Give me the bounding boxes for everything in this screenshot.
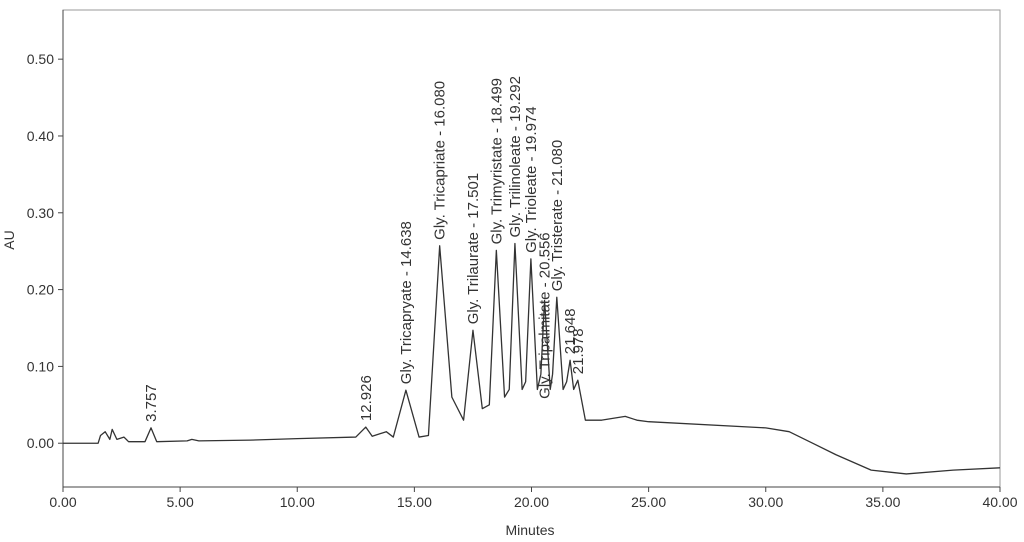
peak-label: Gly. Trioleate - 19.974 <box>523 106 540 252</box>
x-tick-label: 20.00 <box>514 494 549 510</box>
peak-label: Gly. Trilaurate - 17.501 <box>465 173 482 324</box>
chromatogram-line <box>63 242 1001 475</box>
peak-label: Gly. Trilinoleate - 19.292 <box>507 76 524 237</box>
peak-label: Gly. Tristerate - 21.080 <box>549 140 566 291</box>
peak-label: 21.978 <box>570 328 587 374</box>
y-tick-label: 0.50 <box>27 51 54 67</box>
y-tick-label: 0.30 <box>27 205 54 221</box>
peak-label: Gly. Tricapriate - 16.080 <box>432 81 449 240</box>
y-axis-label: AU <box>1 230 17 249</box>
y-tick-label: 0.40 <box>27 128 54 144</box>
y-tick-label: 0.10 <box>27 358 54 374</box>
y-tick-label: 0.20 <box>27 282 54 298</box>
x-tick-label: 10.00 <box>280 494 315 510</box>
x-tick-label: 40.00 <box>982 494 1017 510</box>
x-tick-label: 5.00 <box>167 494 194 510</box>
x-tick-label: 30.00 <box>748 494 783 510</box>
x-tick-label: 15.00 <box>397 494 432 510</box>
x-tick-label: 25.00 <box>631 494 666 510</box>
y-tick-label: 0.00 <box>27 435 54 451</box>
peak-label: Gly. Tricapryate - 14.638 <box>398 221 415 384</box>
peak-label: Gly. Tripalmitate - 20.556 <box>537 232 554 398</box>
peak-label: 3.757 <box>143 384 160 422</box>
peak-label: Gly. Trimyristate - 18.499 <box>488 78 505 244</box>
x-tick-label: 35.00 <box>865 494 900 510</box>
peak-label: 12.926 <box>358 375 375 421</box>
x-tick-label: 0.00 <box>49 494 76 510</box>
peak-label: 21.648 <box>562 308 579 354</box>
x-axis-label: Minutes <box>505 522 554 538</box>
